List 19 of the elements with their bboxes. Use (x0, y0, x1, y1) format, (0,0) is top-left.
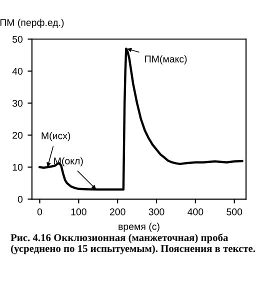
y-tick-label: 40 (12, 68, 23, 75)
x-tick-label: 300 (148, 208, 164, 216)
x-tick-label: 100 (71, 208, 86, 216)
x-tick-label: 500 (226, 208, 242, 216)
x-axis-title: время (с) (118, 222, 160, 232)
annotation: М(исх) (42, 132, 70, 142)
annotation: М(окл) (54, 157, 83, 166)
y-tick-label: 20 (12, 132, 23, 139)
annotation: ПМ(макс) (145, 55, 187, 64)
x-tick-label: 400 (188, 208, 204, 216)
text: Рис. 4.16 Окклюзионная (манжеточная) проба (усреднено по 15 испытуемым). Пояснения в тексте. (10, 234, 256, 254)
x-tick-label: 0 (37, 208, 42, 216)
y-axis-title: ПМ (перф.ед.) (0, 18, 64, 28)
y-tick-label: 10 (12, 164, 23, 171)
x-tick-label: 200 (110, 208, 126, 216)
y-tick-label: 50 (12, 36, 23, 43)
line-series (38, 48, 244, 191)
y-tick-label: 0 (18, 196, 23, 203)
y-tick-label: 30 (12, 100, 23, 107)
